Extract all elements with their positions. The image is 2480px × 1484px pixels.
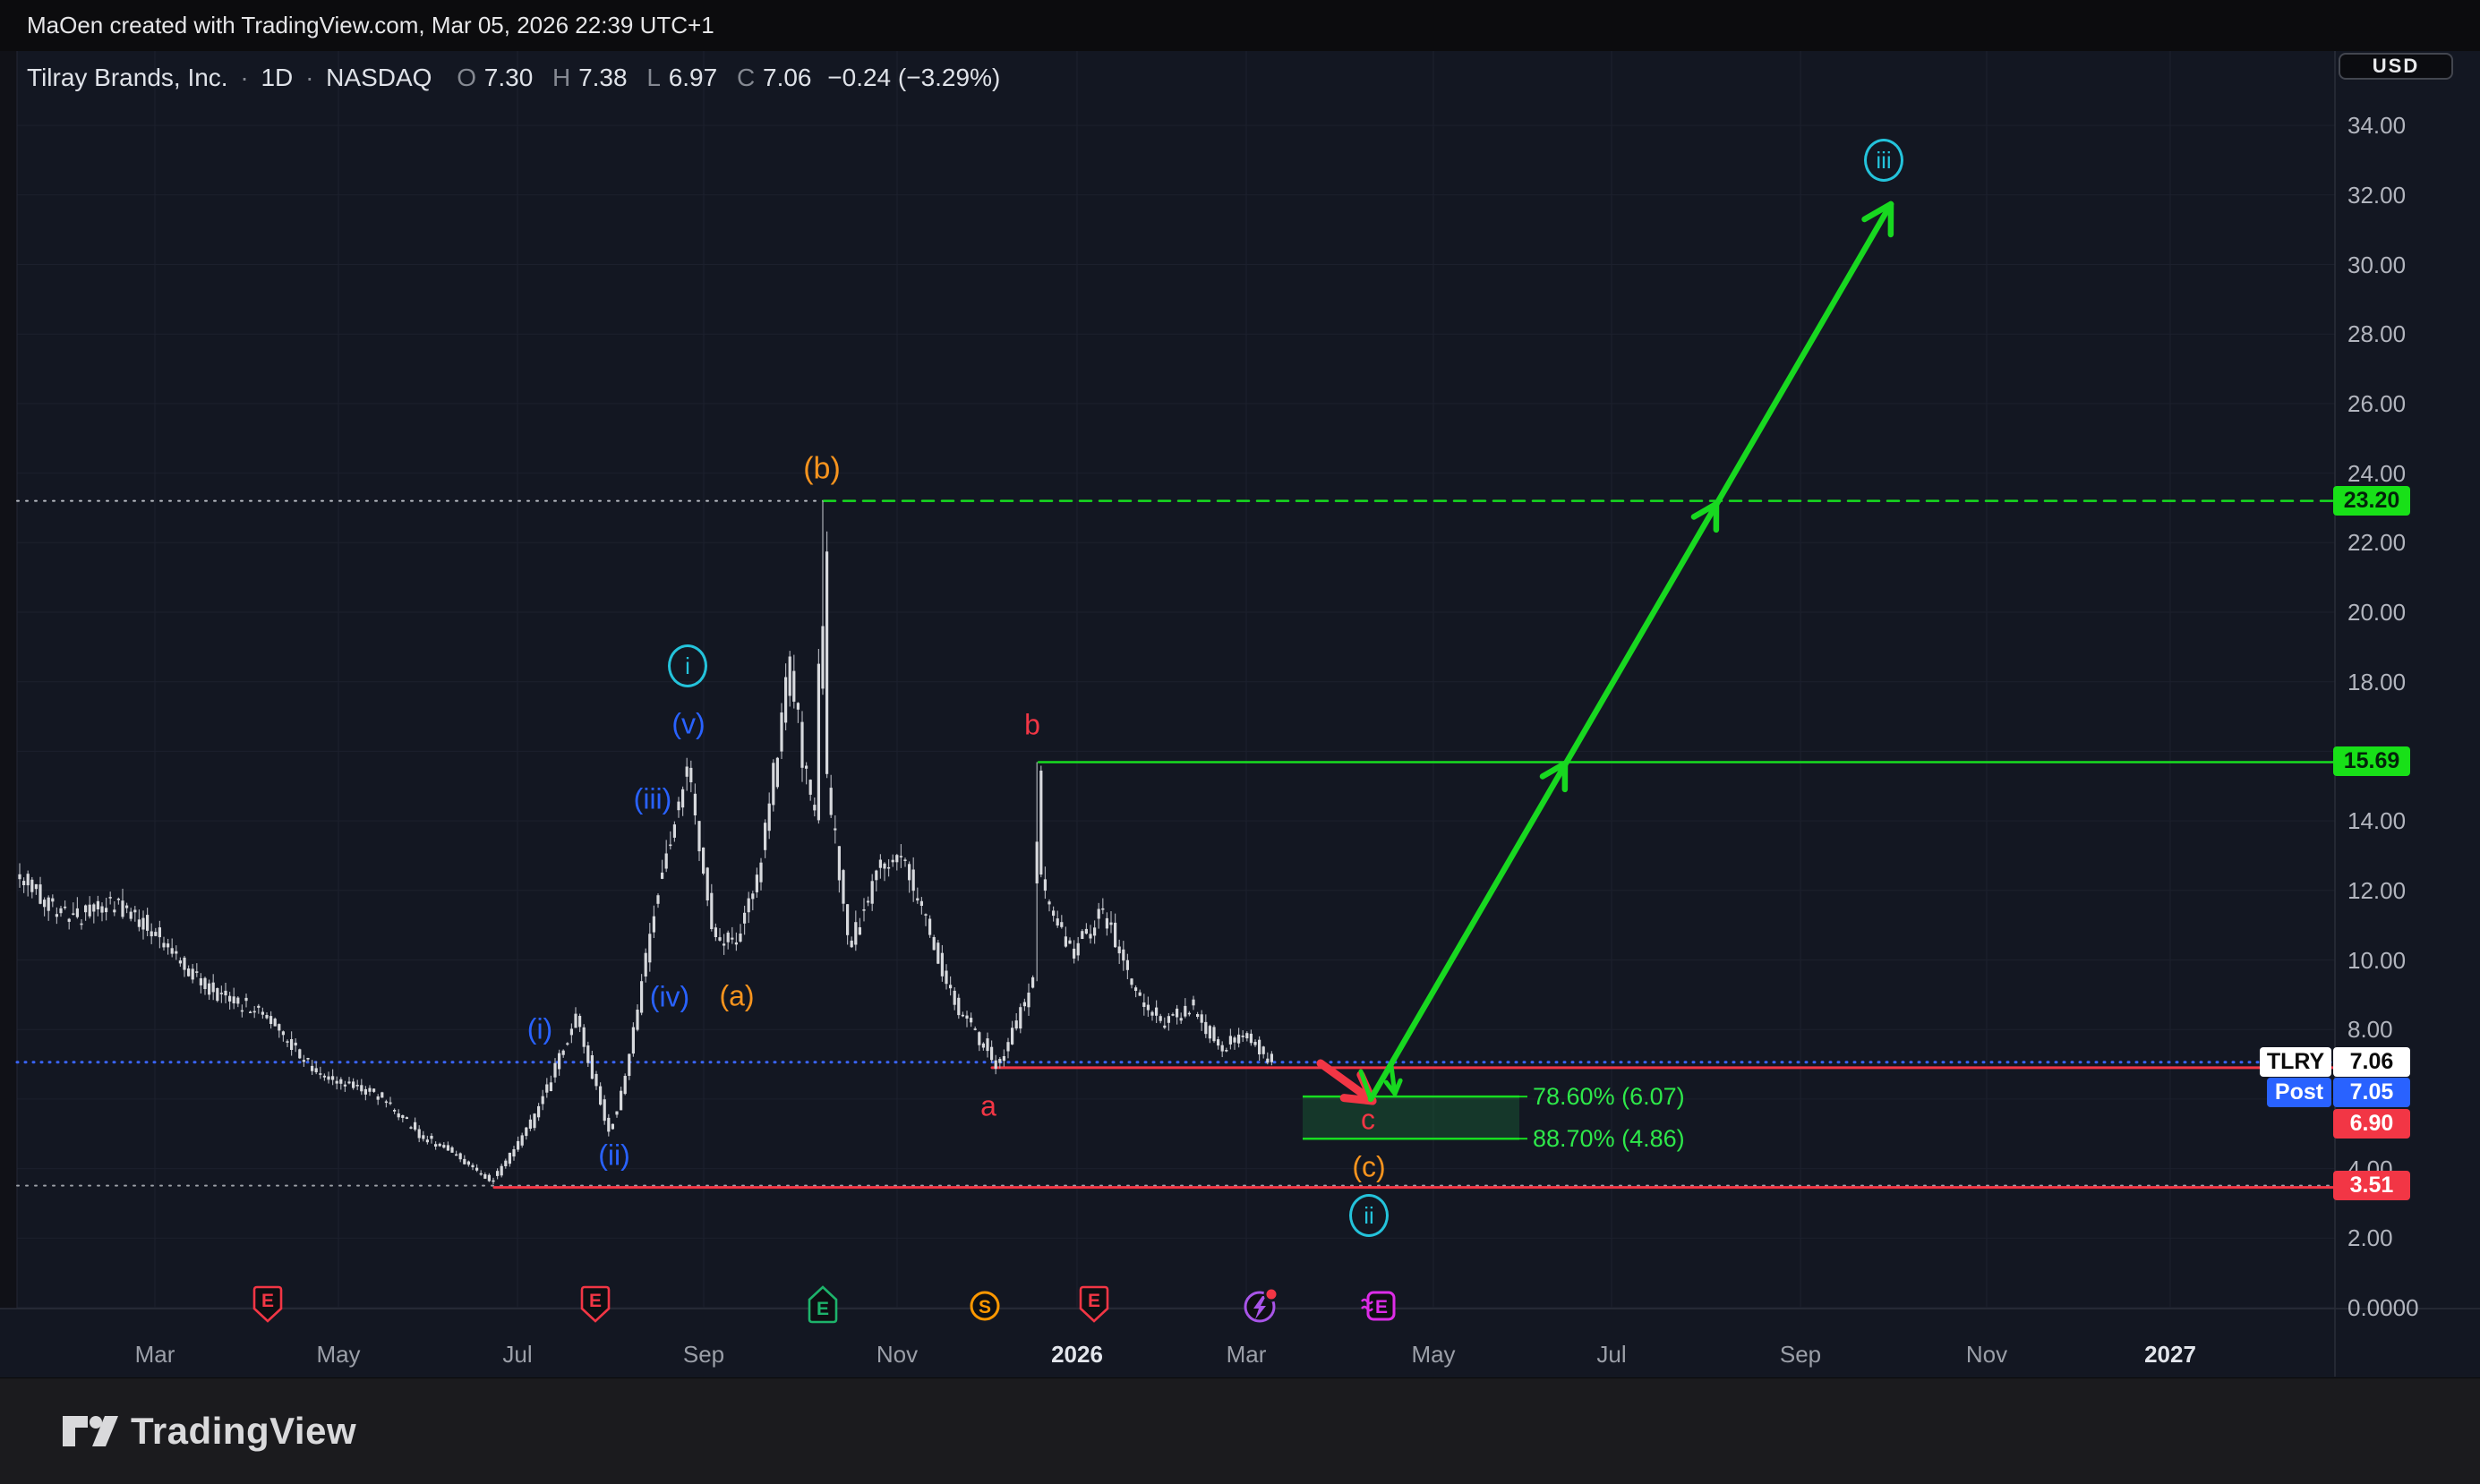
price-badge-6-90: 6.90 [2333, 1109, 2410, 1139]
post-market-badge: Post [2267, 1078, 2331, 1107]
event-marker-earnings-estimate[interactable]: E [1360, 1285, 1396, 1326]
svg-text:E: E [817, 1299, 829, 1319]
event-marker-earnings-pin-down[interactable]: E [251, 1285, 285, 1326]
close-label: C [736, 64, 756, 91]
tradingview-logo-icon[interactable] [63, 1416, 118, 1446]
grid [17, 51, 2335, 1309]
price-badge-23-20: 23.20 [2333, 486, 2410, 516]
event-marker-earnings-pin-down[interactable]: E [578, 1285, 612, 1326]
price-badge-15-69: 15.69 [2333, 746, 2410, 776]
open-label: O [457, 64, 476, 91]
attribution-text: MaOen created with TradingView.com, Mar … [27, 12, 714, 38]
horizontal-level-lines[interactable] [15, 499, 2337, 1190]
exchange-label: NASDAQ [326, 64, 432, 91]
trend-arrows[interactable] [1316, 200, 1894, 1105]
event-marker-split-circle[interactable]: S [968, 1285, 1002, 1326]
fib-retracement-zone[interactable] [1303, 1095, 1527, 1140]
price-badge-3-51: 3.51 [2333, 1171, 2410, 1200]
interval-label: 1D [261, 64, 294, 91]
footer-bar: TradingView [0, 1377, 2480, 1484]
event-marker-earnings-pin-up[interactable]: E [806, 1285, 840, 1326]
high-value: 7.38 [578, 64, 628, 91]
high-label: H [552, 64, 571, 91]
change-value: −0.24 (−3.29%) [827, 64, 1001, 91]
price-badge-last: 7.06 [2333, 1047, 2410, 1077]
low-label: L [646, 64, 661, 91]
legend-separator: · [305, 64, 314, 91]
event-marker-earnings-pin-down[interactable]: E [1077, 1285, 1111, 1326]
open-value: 7.30 [483, 64, 534, 91]
svg-text:S: S [979, 1297, 991, 1318]
currency-button[interactable]: USD [2339, 53, 2453, 80]
symbol-badge: TLRY [2260, 1047, 2331, 1077]
tradingview-wordmark[interactable]: TradingView [131, 1410, 357, 1452]
chart-legend[interactable]: Tilray Brands, Inc. · 1D · NASDAQ O 7.30… [27, 64, 1005, 92]
symbol-title: Tilray Brands, Inc. [27, 64, 228, 91]
low-value: 6.97 [668, 64, 718, 91]
close-value: 7.06 [763, 64, 812, 91]
candlestick-series [18, 500, 1273, 1185]
event-marker-alert-lightning[interactable] [1243, 1285, 1279, 1326]
svg-text:E: E [589, 1291, 602, 1311]
price-badge-post: 7.05 [2333, 1078, 2410, 1107]
svg-text:E: E [1375, 1297, 1388, 1318]
legend-separator: · [240, 64, 249, 91]
fib-label-88-70[interactable]: 88.70% (4.86) [1533, 1124, 1685, 1152]
attribution-bar: MaOen created with TradingView.com, Mar … [0, 0, 2480, 51]
svg-text:E: E [1088, 1291, 1100, 1311]
currency-label: USD [2372, 55, 2420, 77]
svg-text:E: E [261, 1291, 274, 1311]
fib-label-78-60[interactable]: 78.60% (6.07) [1533, 1082, 1685, 1110]
